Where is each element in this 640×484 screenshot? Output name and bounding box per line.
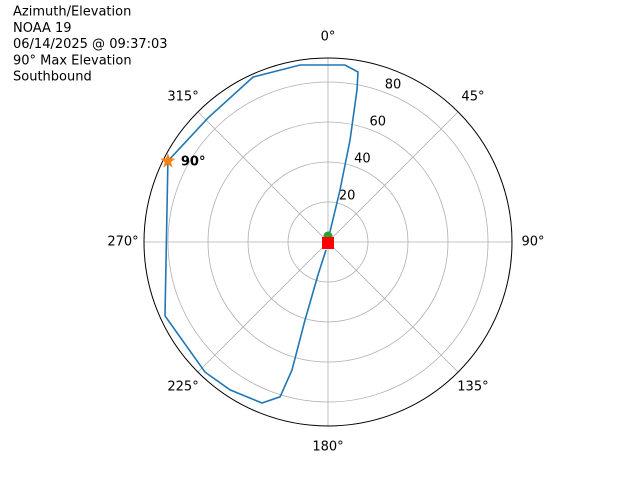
r-tick-label: 40 bbox=[354, 151, 371, 166]
marker bbox=[160, 153, 176, 168]
grid-spoke bbox=[197, 241, 329, 373]
title-line: 06/14/2025 @ 09:37:03 bbox=[13, 37, 168, 52]
r-tick-label: 20 bbox=[339, 188, 356, 203]
grid-spoke bbox=[197, 111, 329, 243]
r-tick-label: 60 bbox=[369, 114, 386, 129]
marker bbox=[322, 237, 334, 249]
title-line: Azimuth/Elevation bbox=[13, 5, 131, 20]
theta-tick-label: 45° bbox=[461, 90, 484, 105]
r-tick-label: 80 bbox=[385, 77, 402, 92]
annotation: 90° bbox=[181, 155, 206, 170]
title-line: NOAA 19 bbox=[13, 21, 72, 36]
theta-tick-label: 270° bbox=[107, 235, 138, 250]
theta-tick-label: 135° bbox=[457, 379, 488, 394]
grid-spoke bbox=[327, 111, 459, 243]
theta-tick-label: 225° bbox=[167, 379, 198, 394]
title-line: Southbound bbox=[13, 70, 92, 85]
theta-tick-label: 315° bbox=[167, 90, 198, 105]
outer-frame bbox=[143, 57, 513, 427]
title-line: 90° Max Elevation bbox=[13, 53, 132, 68]
theta-tick-label: 0° bbox=[321, 30, 336, 45]
theta-tick-label: 90° bbox=[521, 235, 544, 250]
grid-spoke bbox=[327, 241, 459, 373]
theta-tick-label: 180° bbox=[312, 440, 343, 455]
